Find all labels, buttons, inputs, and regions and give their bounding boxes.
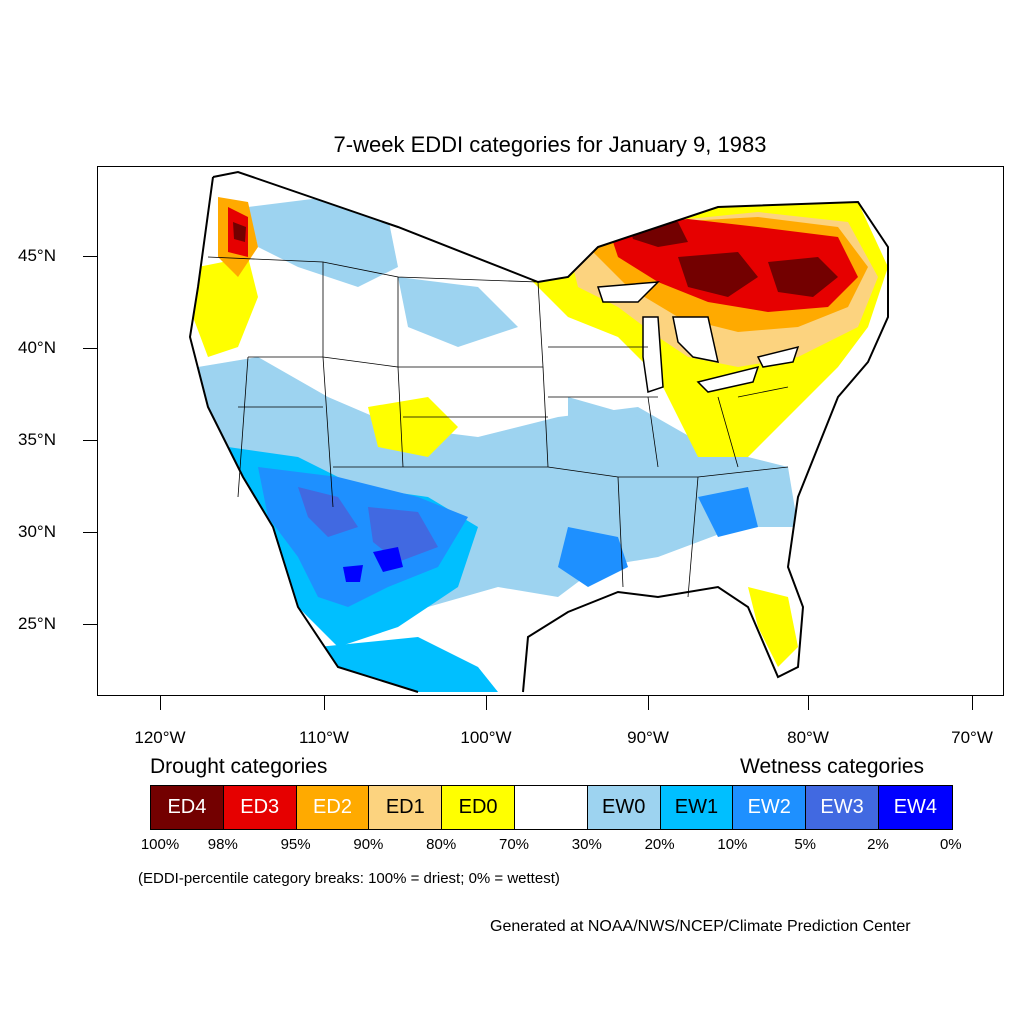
legend-cell-ew4: EW4 (878, 786, 952, 829)
lon-label-110: 110°W (299, 728, 349, 747)
legend-cell-ew3: EW3 (806, 786, 879, 829)
lat-tick (83, 624, 97, 625)
lon-label-80: 80°W (787, 728, 829, 747)
lon-tick (160, 696, 161, 710)
credit-line: Generated at NOAA/NWS/NCEP/Climate Predi… (490, 918, 911, 935)
lon-tick (324, 696, 325, 710)
legend-break-label: 70% (498, 836, 530, 853)
drought-heading: Drought categories (150, 755, 328, 778)
lon-tick (486, 696, 487, 710)
lon-tick (648, 696, 649, 710)
lat-label-35: 35°N (18, 430, 56, 449)
legend-break-label: 98% (207, 836, 238, 853)
great-lakes (596, 281, 800, 393)
lat-tick (83, 256, 97, 257)
coastline (188, 170, 889, 693)
legend-cell-neutral (514, 786, 588, 829)
legend-break-label: 30% (571, 836, 602, 853)
lon-label-70: 70°W (951, 728, 993, 747)
lon-tick (972, 696, 973, 710)
legend-break-label: 2% (867, 836, 889, 853)
wetness-heading: Wetness categories (740, 755, 925, 778)
lat-tick (83, 348, 97, 349)
legend-break-label: 90% (353, 836, 384, 853)
legend-break-label: 95% (280, 836, 311, 853)
map-svg (188, 170, 889, 693)
legend-cell-ew0: EW0 (587, 786, 661, 829)
map-panel (97, 166, 1004, 696)
legend-color-bar: ED4 ED3 ED2 ED1 ED0 EW0 EW1 EW2 EW3 EW4 (150, 785, 953, 830)
legend-break-label: 80% (426, 836, 457, 853)
legend-cell-ed4: ED4 (151, 786, 224, 829)
lon-label-90: 90°W (627, 728, 669, 747)
legend-break-label: 5% (794, 836, 817, 853)
lat-tick (83, 532, 97, 533)
category-note: (EDDI-percentile category breaks: 100% =… (138, 870, 560, 887)
lon-label-100: 100°W (460, 728, 512, 747)
lat-label-30: 30°N (18, 522, 56, 541)
map-title: 7-week EDDI categories for January 9, 19… (333, 132, 767, 157)
lat-label-45: 45°N (18, 246, 56, 265)
lat-label-25: 25°N (18, 614, 56, 633)
legend-cell-ed2: ED2 (296, 786, 370, 829)
legend-break-label: 0% (939, 836, 962, 853)
legend-cell-ed3: ED3 (223, 786, 297, 829)
lat-tick (83, 440, 97, 441)
legend-cell-ew2: EW2 (733, 786, 807, 829)
lon-tick (808, 696, 809, 710)
lat-label-40: 40°N (18, 338, 56, 357)
legend-break-label: 20% (644, 836, 675, 853)
legend-cell-ew1: EW1 (660, 786, 734, 829)
legend-break-label: 100% (140, 836, 180, 853)
state-boundaries (207, 256, 789, 598)
legend-break-label: 10% (717, 836, 748, 853)
lon-label-120: 120°W (134, 728, 186, 747)
legend-cell-ed1: ED1 (369, 786, 443, 829)
legend-cell-ed0: ED0 (442, 786, 515, 829)
